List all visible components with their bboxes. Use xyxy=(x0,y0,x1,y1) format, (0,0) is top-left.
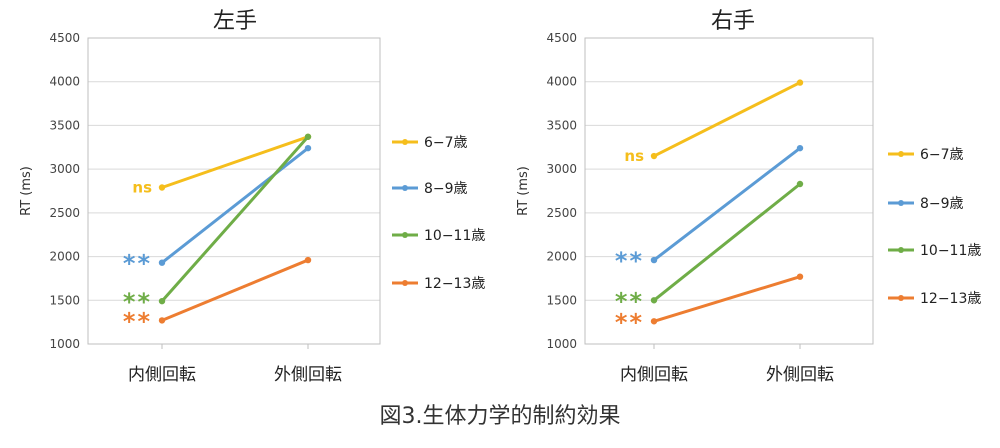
legend-label: 12−13歳 xyxy=(920,291,981,307)
series-4: ** xyxy=(615,273,804,336)
data-point xyxy=(796,180,804,188)
series-2: ** xyxy=(123,144,312,278)
significance-label: ns xyxy=(624,147,644,165)
legend-label: 6−7歳 xyxy=(920,147,964,163)
data-point xyxy=(650,256,658,264)
y-tick-label: 4500 xyxy=(49,31,80,45)
legend-marker xyxy=(898,151,904,157)
series-1: ns xyxy=(624,79,804,165)
legend-marker xyxy=(402,232,408,238)
y-axis-label: RT (ms) xyxy=(516,166,531,216)
y-tick-label: 3000 xyxy=(546,162,577,176)
y-tick-label: 2500 xyxy=(546,206,577,220)
x-tick-label: 内側回転 xyxy=(620,365,688,385)
series-line xyxy=(161,135,309,189)
legend-item: 12−13歳 xyxy=(888,291,981,307)
y-tick-label: 3500 xyxy=(546,118,577,132)
significance-label: ** xyxy=(123,250,152,278)
data-point xyxy=(650,152,658,160)
series-4: ** xyxy=(123,256,312,335)
y-tick-label: 1500 xyxy=(546,293,577,307)
y-tick-label: 4000 xyxy=(546,75,577,89)
data-point xyxy=(158,259,166,266)
legend-marker xyxy=(898,295,904,301)
series-line xyxy=(160,135,310,303)
significance-label: ** xyxy=(615,247,644,275)
legend-item: 12−13歳 xyxy=(392,276,485,292)
legend-label: 10−11歳 xyxy=(920,243,981,259)
series-2: ** xyxy=(615,144,804,275)
data-point xyxy=(304,256,312,264)
y-tick-label: 4000 xyxy=(49,75,80,89)
plot-area xyxy=(584,37,874,345)
y-tick-label: 3500 xyxy=(49,118,80,132)
significance-label: ** xyxy=(123,307,152,335)
legend-item: 10−11歳 xyxy=(888,243,981,259)
chart-title: 右手 xyxy=(711,9,755,34)
y-tick-label: 2000 xyxy=(546,250,577,264)
significance-label: ** xyxy=(615,287,644,315)
data-point xyxy=(304,133,312,140)
figure-caption: 図3.生体力学的制約効果 xyxy=(379,404,621,429)
y-tick-label: 4500 xyxy=(546,31,577,45)
series-line xyxy=(161,258,309,322)
plot-area xyxy=(87,37,381,345)
chart-2: 右手 1000 1500 2000 2500 3000 3500 4000 4500 RT (ms… xyxy=(516,9,981,385)
series-line xyxy=(653,81,801,158)
y-tick-label: 2500 xyxy=(49,206,80,220)
data-point xyxy=(158,317,166,324)
y-axis-label: RT (ms) xyxy=(19,166,34,216)
legend-item: 8−9歳 xyxy=(888,196,964,212)
data-point xyxy=(796,273,804,280)
series-3: ** xyxy=(123,133,312,316)
legend-marker xyxy=(402,139,408,145)
legend-label: 8−9歳 xyxy=(424,181,468,197)
legend-item: 10−11歳 xyxy=(392,228,485,244)
y-tick-label: 2000 xyxy=(49,250,80,264)
y-tick-label: 1000 xyxy=(546,337,577,351)
data-point xyxy=(650,297,658,304)
series-line xyxy=(653,275,801,323)
series-line xyxy=(161,146,309,264)
data-point xyxy=(158,184,166,191)
data-point xyxy=(158,297,166,305)
legend-item: 8−9歳 xyxy=(392,181,468,197)
legend-label: 8−9歳 xyxy=(920,196,964,212)
data-point xyxy=(796,144,804,152)
series-3: ** xyxy=(615,180,804,315)
y-tick-label: 3000 xyxy=(49,162,80,176)
series-1: ns xyxy=(132,133,312,197)
legend-item: 6−7歳 xyxy=(888,147,964,163)
series-line xyxy=(653,146,801,262)
x-tick-label: 外側回転 xyxy=(274,365,342,385)
y-tick-label: 1000 xyxy=(49,337,80,351)
legend-label: 10−11歳 xyxy=(424,228,485,244)
significance-label: ** xyxy=(123,288,152,316)
data-point xyxy=(796,79,804,86)
chart-title: 左手 xyxy=(213,9,257,34)
legend-marker xyxy=(898,247,904,253)
legend-label: 6−7歳 xyxy=(424,135,468,151)
legend-marker xyxy=(898,200,904,206)
x-tick-label: 外側回転 xyxy=(766,365,834,385)
data-point xyxy=(304,144,312,152)
data-point xyxy=(650,318,658,325)
legend-label: 12−13歳 xyxy=(424,276,485,292)
significance-label: ** xyxy=(615,308,644,336)
significance-label: ns xyxy=(132,179,152,197)
y-tick-label: 1500 xyxy=(49,293,80,307)
x-tick-label: 内側回転 xyxy=(128,365,196,385)
legend-marker xyxy=(402,185,408,191)
legend-marker xyxy=(402,280,408,286)
legend-item: 6−7歳 xyxy=(392,135,468,151)
chart-1: 左手 1000 1500 2000 2500 3000 3500 4000 4500 RT (ms… xyxy=(19,9,485,385)
series-line xyxy=(653,182,801,302)
